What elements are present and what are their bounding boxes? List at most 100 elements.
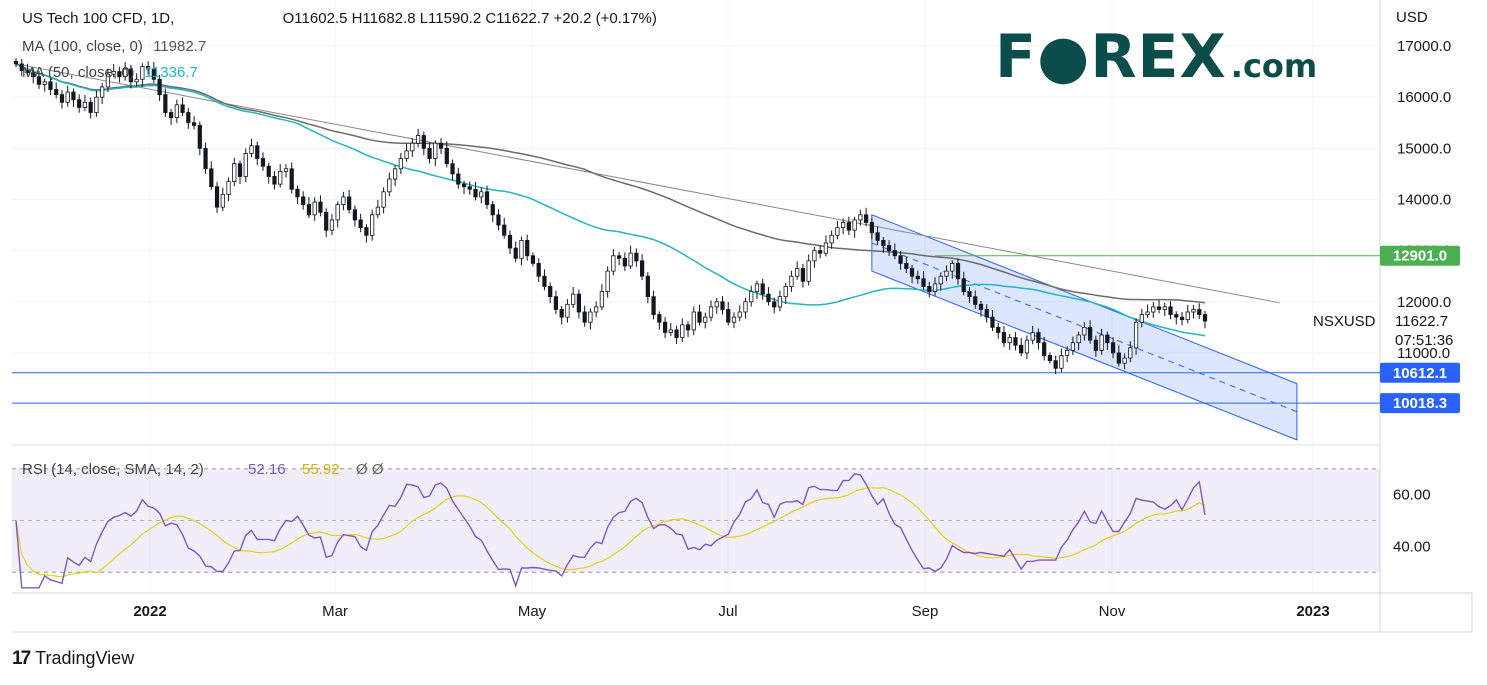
candle bbox=[726, 301, 731, 326]
candle-body bbox=[255, 145, 260, 159]
candle bbox=[77, 94, 82, 113]
candle-body bbox=[714, 301, 719, 308]
candle-body bbox=[726, 309, 731, 323]
candle-body bbox=[800, 268, 806, 282]
candle bbox=[1151, 301, 1156, 318]
candle bbox=[691, 306, 696, 336]
candle-body bbox=[324, 211, 329, 231]
candle bbox=[783, 282, 788, 304]
candle-body bbox=[938, 275, 943, 285]
candle-body bbox=[145, 66, 151, 70]
candle-body bbox=[1191, 309, 1196, 313]
candle bbox=[226, 177, 231, 202]
candle bbox=[370, 209, 375, 241]
candle-body bbox=[214, 186, 220, 208]
tradingview-logo[interactable]: 17 TradingView bbox=[12, 648, 134, 670]
candle-body bbox=[151, 68, 156, 80]
candle-body bbox=[1122, 357, 1127, 364]
ma50-label: MA (50, close, 0) bbox=[22, 64, 135, 81]
candle bbox=[818, 245, 823, 259]
candle-body bbox=[266, 165, 271, 177]
candle-body bbox=[749, 291, 754, 303]
symbol-label: NSXUSD bbox=[1313, 313, 1376, 330]
candle-body bbox=[927, 286, 932, 292]
candle bbox=[473, 182, 478, 201]
current-price-label: 11622.7 bbox=[1395, 313, 1448, 330]
candle-body bbox=[1088, 326, 1093, 341]
level-badge bbox=[1380, 362, 1460, 383]
candle bbox=[1024, 335, 1030, 359]
change-value: +20.2 (+0.17%) bbox=[553, 10, 657, 27]
candle-body bbox=[1145, 311, 1150, 315]
candle bbox=[180, 97, 185, 116]
candle-body bbox=[54, 89, 59, 96]
candle-body bbox=[835, 227, 840, 236]
candle bbox=[932, 277, 938, 296]
candle bbox=[823, 235, 829, 257]
candle-body bbox=[691, 311, 696, 331]
candle bbox=[886, 240, 892, 257]
candle-body bbox=[1082, 326, 1087, 336]
candle-body bbox=[823, 242, 829, 254]
candle bbox=[955, 258, 961, 285]
candle bbox=[100, 83, 105, 105]
candle-body bbox=[157, 78, 162, 96]
candle-body bbox=[381, 191, 386, 208]
candle-body bbox=[450, 163, 455, 175]
candle-body bbox=[542, 275, 547, 287]
candle bbox=[559, 306, 564, 325]
candle-body bbox=[588, 311, 593, 323]
candle bbox=[438, 138, 444, 155]
candle bbox=[1088, 320, 1093, 344]
candle-body bbox=[128, 68, 133, 83]
candle bbox=[1116, 345, 1121, 367]
candle bbox=[628, 245, 633, 270]
candle-body bbox=[243, 153, 248, 177]
rsi-tick-label: 40.00 bbox=[1393, 538, 1431, 555]
candle bbox=[375, 199, 380, 219]
candle-body bbox=[674, 329, 679, 338]
ma50-value: 11336.7 bbox=[144, 64, 198, 81]
candle bbox=[967, 287, 972, 304]
ma100-legend[interactable]: MA (100, close, 0) 11982.7 bbox=[22, 38, 206, 55]
candle bbox=[111, 63, 116, 78]
candle-body bbox=[1059, 355, 1064, 369]
chart-header-ohlc: US Tech 100 CFD, 1D, O11602.5 H11682.8 L… bbox=[22, 10, 657, 27]
rsi-line bbox=[15, 473, 1206, 589]
candle-body bbox=[1151, 306, 1156, 313]
ma50-legend[interactable]: MA (50, close, 0) 11336.7 bbox=[22, 64, 198, 81]
candle-body bbox=[174, 104, 179, 119]
candle-body bbox=[530, 255, 536, 264]
candle bbox=[789, 270, 794, 292]
candle bbox=[174, 99, 179, 123]
candle bbox=[639, 254, 645, 281]
candle-body bbox=[123, 68, 128, 78]
candle bbox=[1133, 318, 1139, 355]
candle-body bbox=[163, 94, 168, 113]
candle-body bbox=[1070, 342, 1076, 351]
candle-body bbox=[1076, 334, 1081, 344]
candle-body bbox=[525, 240, 530, 257]
candle bbox=[777, 290, 783, 312]
price-tick-label: 14000.0 bbox=[1397, 191, 1451, 208]
candle bbox=[996, 322, 1001, 339]
candle bbox=[444, 141, 449, 168]
candle bbox=[869, 218, 874, 240]
candle-body bbox=[1065, 349, 1070, 356]
time-tick-label: May bbox=[518, 603, 547, 620]
candle-body bbox=[662, 321, 668, 333]
candle-body bbox=[599, 291, 604, 308]
rsi-legend-label: RSI (14, close, SMA, 14, 2) bbox=[22, 461, 204, 478]
candle-body bbox=[278, 170, 283, 185]
candle-body bbox=[961, 278, 966, 292]
candle bbox=[329, 214, 335, 236]
candle-body bbox=[708, 306, 714, 318]
candle-body bbox=[410, 142, 415, 152]
candle bbox=[467, 181, 472, 195]
candle-body bbox=[818, 250, 823, 254]
candle bbox=[456, 167, 461, 189]
candle bbox=[134, 73, 139, 87]
candle-body bbox=[617, 255, 622, 259]
candle bbox=[611, 249, 616, 276]
